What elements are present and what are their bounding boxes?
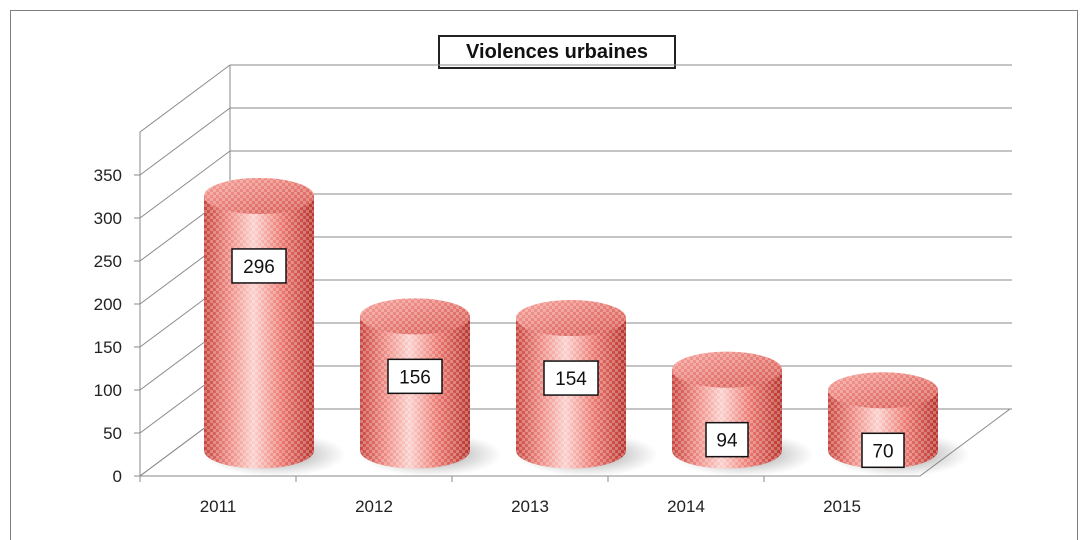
data-label-box [543,360,599,396]
data-label-box [861,432,905,469]
y-tick-label: 200 [94,295,122,314]
y-tick-label: 300 [94,209,122,228]
bar-body-texture [204,195,314,469]
x-tick-label: 2015 [823,497,861,516]
chart-floor [138,408,1012,477]
bar-top-texture [828,372,938,409]
bars-layer [204,177,970,477]
bar-top-texture [204,177,314,214]
labels-layer: 296 156 154 94 70 [231,248,905,469]
side-gridline [139,150,231,219]
data-label-box [705,421,749,458]
y-tick-label: 50 [103,424,122,443]
data-label-box [231,248,287,284]
bar-2014 [672,351,782,469]
x-tick-label: 2014 [667,497,705,516]
bar-2011 [204,177,314,469]
data-label: 70 [872,441,893,462]
y-tick-label: 100 [94,381,122,400]
y-tick-label: 350 [94,166,122,185]
data-label: 94 [716,431,738,452]
x-tick-label: 2013 [511,497,549,516]
data-label-box [387,358,443,395]
x-tick-label: 2011 [200,497,237,516]
bar-top-texture [672,351,782,388]
bar-top-texture [360,298,470,335]
chart-title: Violences urbaines [438,35,676,69]
y-tick-label: 0 [113,467,122,486]
bar-top-texture [516,300,626,337]
data-label: 156 [399,367,431,388]
bar-2015 [828,372,938,469]
x-tick-label: 2012 [355,497,393,516]
axis-layer: 0 50 100 150 200 250 300 350 2011 2012 2013 2014 201… [94,132,861,516]
bar-body-texture [672,369,782,469]
y-tick-label: 250 [94,252,122,271]
y-tick-label: 150 [94,338,122,357]
data-label: 296 [243,257,275,278]
side-gridline [139,64,231,133]
bar-body-texture [828,390,938,469]
side-gridline [139,107,231,176]
data-label: 154 [555,369,587,390]
